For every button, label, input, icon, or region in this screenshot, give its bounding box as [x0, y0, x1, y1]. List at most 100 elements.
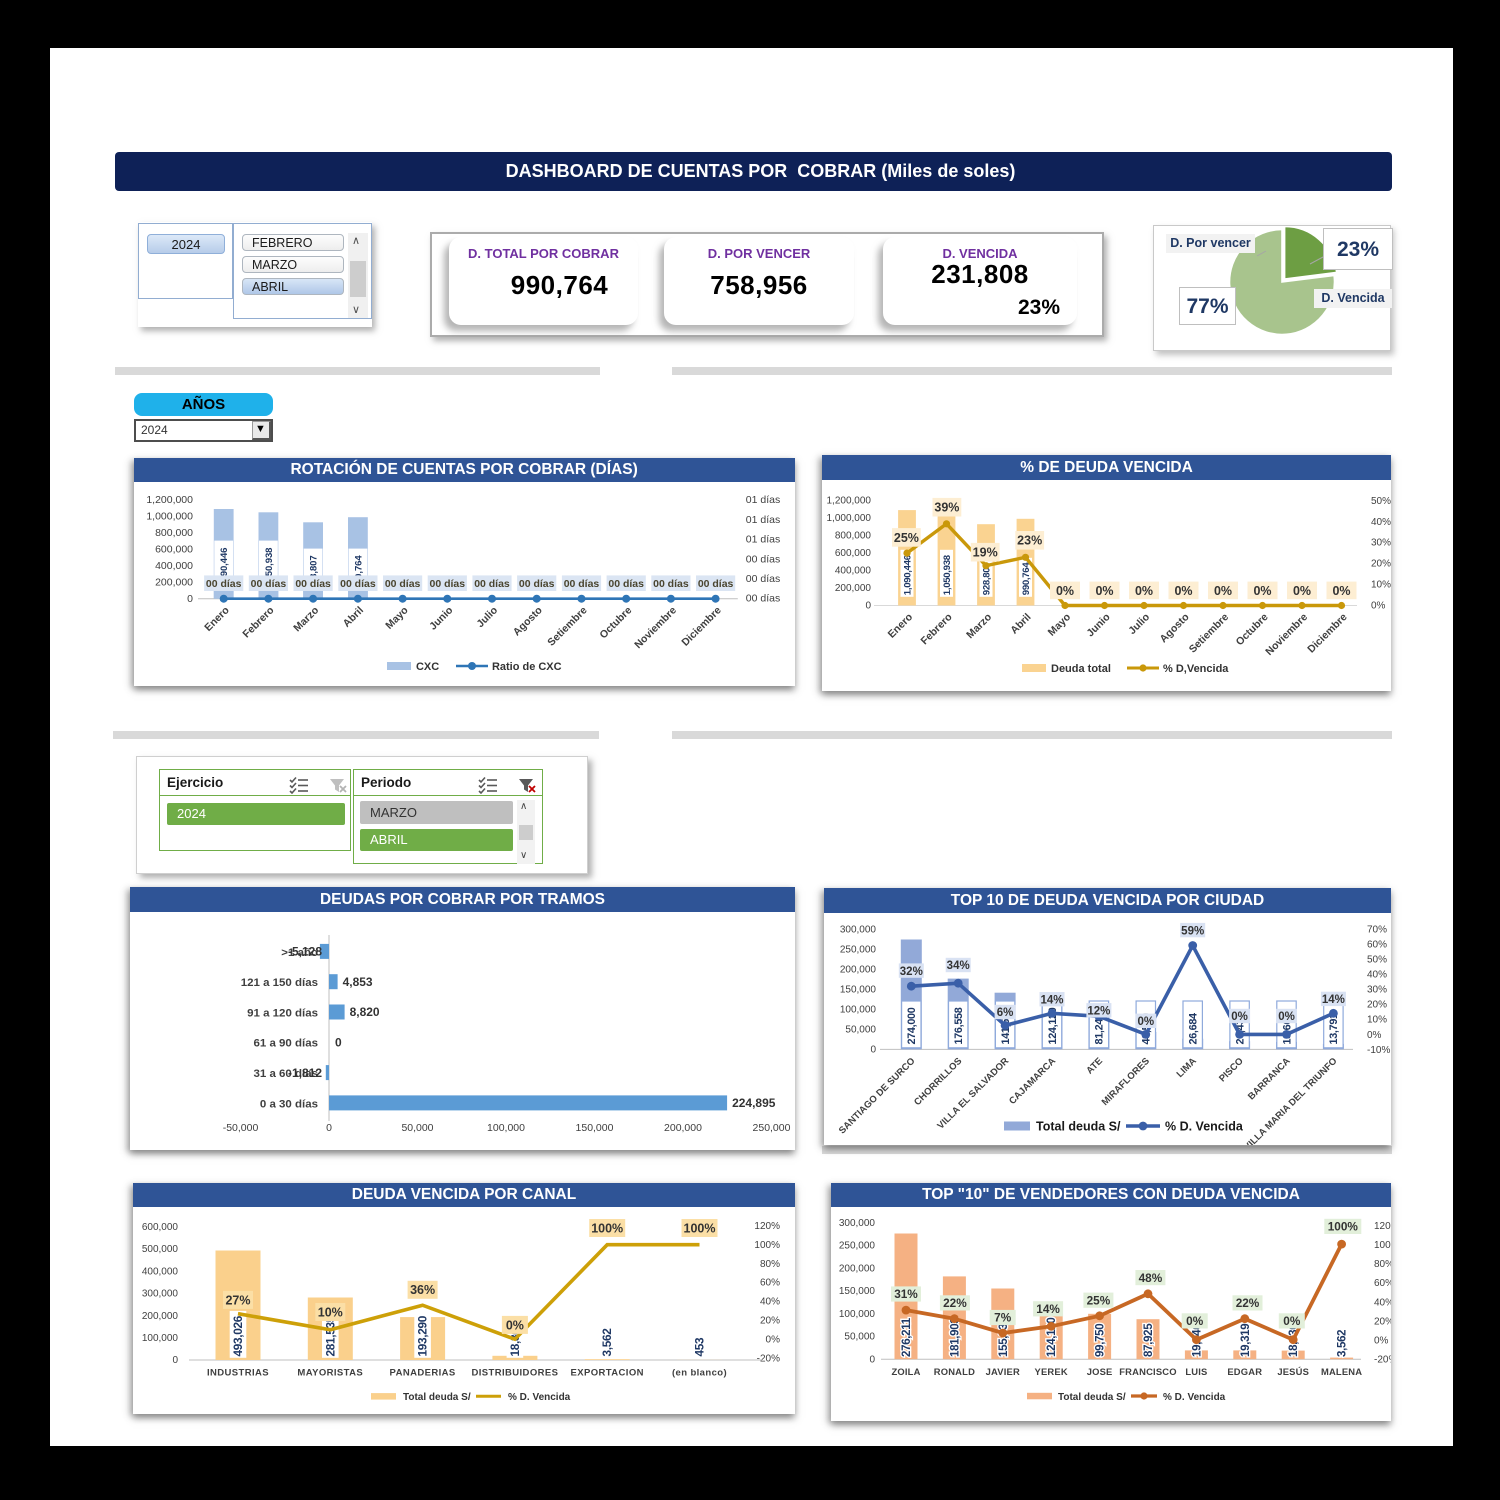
svg-text:250,000: 250,000 [840, 944, 877, 955]
svg-text:01 días: 01 días [745, 515, 779, 526]
svg-text:3,562: 3,562 [1337, 1330, 1349, 1357]
svg-text:23%: 23% [1017, 534, 1042, 548]
svg-text:0: 0 [869, 1354, 875, 1365]
svg-text:JAVIER: JAVIER [986, 1366, 1020, 1377]
svg-text:0%: 0% [1278, 1011, 1295, 1023]
svg-text:FRANCISCO: FRANCISCO [1119, 1366, 1177, 1377]
svg-text:VILLA MARIA DEL TRIUNFO: VILLA MARIA DEL TRIUNFO [1242, 1056, 1339, 1145]
svg-text:50,000: 50,000 [844, 1332, 875, 1343]
svg-text:48%: 48% [1139, 1271, 1163, 1285]
svg-text:0%: 0% [1095, 584, 1113, 598]
svg-text:150,000: 150,000 [839, 1286, 876, 1297]
svg-text:400,000: 400,000 [142, 1266, 179, 1277]
svg-text:100%: 100% [754, 1239, 780, 1250]
svg-text:00 días: 00 días [745, 574, 779, 585]
svg-text:00 días: 00 días [563, 579, 599, 590]
svg-text:990,764: 990,764 [1021, 562, 1032, 596]
svg-text:20%: 20% [1374, 1316, 1391, 1327]
svg-text:(en blanco): (en blanco) [672, 1367, 727, 1378]
svg-text:60%: 60% [1374, 1278, 1391, 1289]
svg-text:27%: 27% [225, 1293, 250, 1307]
svg-text:0: 0 [172, 1355, 178, 1366]
svg-text:1,200,000: 1,200,000 [146, 495, 193, 506]
svg-text:Total deuda S/: Total deuda S/ [1036, 1120, 1121, 1134]
svg-text:ATE: ATE [1084, 1056, 1105, 1077]
svg-text:274,000: 274,000 [906, 1007, 918, 1044]
svg-text:1,090,446: 1,090,446 [902, 555, 913, 595]
svg-text:Junio: Junio [427, 605, 455, 633]
svg-text:Total deuda S/: Total deuda S/ [1058, 1392, 1126, 1403]
svg-text:8,820: 8,820 [350, 1005, 380, 1019]
svg-text:400,000: 400,000 [835, 566, 872, 577]
svg-text:100,000: 100,000 [142, 1333, 179, 1344]
svg-text:1,050,938: 1,050,938 [942, 554, 953, 595]
svg-text:Octubre: Octubre [1234, 611, 1271, 648]
svg-text:0: 0 [326, 1123, 332, 1134]
svg-text:493,026: 493,026 [231, 1315, 245, 1356]
svg-text:91 a 120 días: 91 a 120 días [247, 1007, 318, 1019]
svg-text:0: 0 [335, 1035, 342, 1049]
svg-text:20%: 20% [1371, 559, 1391, 570]
svg-text:01 días: 01 días [745, 495, 779, 506]
svg-text:Julio: Julio [475, 605, 500, 630]
svg-text:Mayo: Mayo [1046, 611, 1073, 638]
svg-text:70%: 70% [1367, 924, 1387, 935]
svg-text:14%: 14% [1322, 994, 1345, 1006]
svg-text:0%: 0% [1293, 584, 1311, 598]
svg-text:20%: 20% [1367, 1000, 1387, 1011]
svg-text:00 días: 00 días [608, 579, 644, 590]
svg-text:800,000: 800,000 [835, 531, 872, 542]
svg-text:31 a 60 días: 31 a 60 días [254, 1068, 318, 1080]
svg-text:453: 453 [693, 1336, 707, 1356]
svg-text:30%: 30% [1367, 985, 1387, 996]
svg-text:1,200,000: 1,200,000 [827, 496, 872, 507]
svg-text:0%: 0% [506, 1318, 524, 1332]
svg-text:22%: 22% [1236, 1296, 1260, 1310]
svg-text:59%: 59% [1181, 925, 1204, 937]
svg-text:150,000: 150,000 [576, 1123, 614, 1134]
svg-text:39%: 39% [934, 501, 959, 515]
svg-text:22%: 22% [943, 1296, 967, 1310]
svg-text:JOSE: JOSE [1087, 1366, 1113, 1377]
svg-text:Febrero: Febrero [241, 605, 276, 640]
svg-text:100%: 100% [684, 1221, 716, 1235]
svg-text:0%: 0% [1135, 584, 1153, 598]
svg-text:928,807: 928,807 [308, 555, 319, 589]
svg-text:20%: 20% [760, 1315, 780, 1326]
svg-text:0%: 0% [1371, 601, 1386, 612]
svg-text:100,000: 100,000 [839, 1309, 876, 1320]
svg-text:Noviembre: Noviembre [1263, 611, 1310, 658]
svg-text:19%: 19% [973, 546, 998, 560]
svg-text:600,000: 600,000 [155, 545, 193, 556]
svg-text:>1 año: >1 año [281, 947, 318, 959]
svg-text:PISCO: PISCO [1217, 1056, 1246, 1085]
svg-text:12%: 12% [1087, 1006, 1110, 1018]
svg-text:6%: 6% [997, 1007, 1014, 1019]
svg-text:-10%: -10% [1367, 1045, 1390, 1056]
svg-text:150,000: 150,000 [840, 985, 877, 996]
svg-text:00 días: 00 días [340, 579, 376, 590]
svg-text:200,000: 200,000 [835, 583, 872, 594]
svg-text:YEREK: YEREK [1035, 1366, 1068, 1377]
svg-text:Junio: Junio [1084, 611, 1112, 639]
svg-text:40%: 40% [1374, 1297, 1391, 1308]
svg-text:32%: 32% [900, 966, 923, 978]
svg-text:40%: 40% [1371, 517, 1391, 528]
svg-text:26,684: 26,684 [1188, 1013, 1200, 1045]
svg-text:-1,812: -1,812 [288, 1066, 322, 1080]
svg-text:0%: 0% [766, 1334, 781, 1345]
svg-text:0: 0 [187, 594, 193, 605]
svg-text:INDUSTRIAS: INDUSTRIAS [207, 1367, 269, 1378]
svg-text:100%: 100% [1374, 1240, 1391, 1251]
svg-text:% D. Vencida: % D. Vencida [508, 1392, 571, 1403]
svg-text:0%: 0% [1186, 1314, 1204, 1328]
svg-text:% D,Vencida: % D,Vencida [1163, 663, 1229, 675]
svg-text:LUIS: LUIS [1185, 1366, 1207, 1377]
svg-text:50%: 50% [1367, 954, 1387, 965]
svg-text:EDGAR: EDGAR [1227, 1366, 1262, 1377]
svg-text:500,000: 500,000 [142, 1244, 179, 1255]
svg-text:Octubre: Octubre [598, 605, 634, 641]
svg-text:600,000: 600,000 [835, 548, 872, 559]
svg-text:0%: 0% [1214, 584, 1232, 598]
svg-text:CAJAMARCA: CAJAMARCA [1007, 1056, 1058, 1107]
